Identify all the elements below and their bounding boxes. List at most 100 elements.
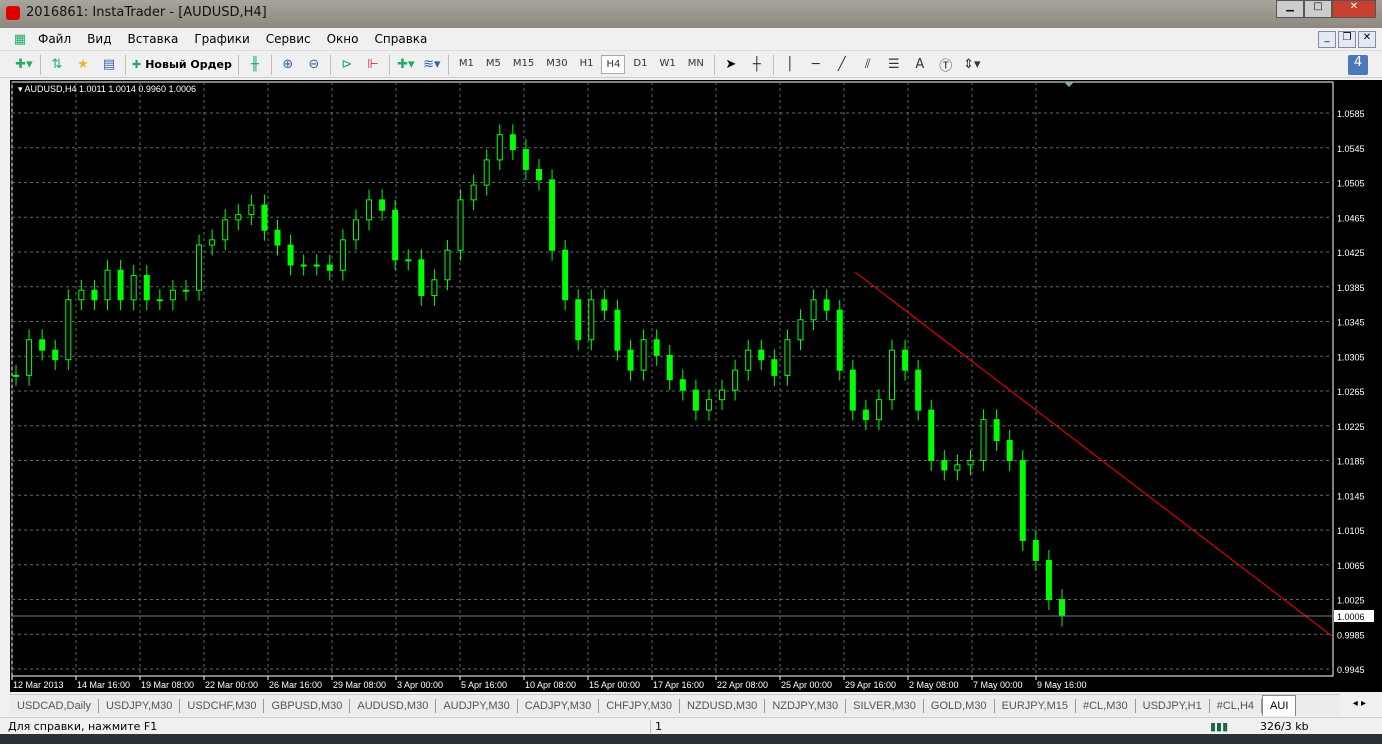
candle-body <box>1059 599 1065 617</box>
timeframe-m5-button[interactable]: M5 <box>485 58 501 69</box>
chart-tab[interactable]: USDCAD,Daily <box>10 698 99 713</box>
vertical-line-icon[interactable]: │ <box>785 57 794 72</box>
text-label-icon[interactable]: Ⓣ <box>939 59 953 74</box>
menu-item[interactable]: Графики <box>194 32 250 46</box>
candle-body <box>379 199 386 211</box>
chart-tab[interactable]: #CL,H4 <box>1210 698 1263 713</box>
timeframe-m1-button[interactable]: M1 <box>458 58 474 69</box>
candle-body <box>117 269 124 301</box>
candle-body <box>967 460 974 466</box>
timeframe-mn-button[interactable]: MN <box>687 58 704 69</box>
candle-body <box>339 239 346 271</box>
trendline-icon[interactable]: ╱ <box>837 57 846 72</box>
indicators-icon[interactable]: ✚▾ <box>397 57 415 72</box>
title-bar: 2016861: InstaTrader - [AUDUSD,H4] ▁ □ ✕ <box>0 0 1382 28</box>
horizontal-line-icon[interactable]: ─ <box>811 57 820 72</box>
new-chart-icon[interactable]: ✚▾ <box>15 57 33 72</box>
date-tick-label: 15 Apr 00:00 <box>589 680 640 690</box>
chart-tab[interactable]: USDJPY,M30 <box>99 698 181 713</box>
chart-tab[interactable]: CADJPY,M30 <box>518 698 600 713</box>
zoom-out-icon[interactable]: ⊖ <box>308 57 320 72</box>
candle-body <box>627 349 634 371</box>
menu-bar: ▦ Файл Вид Вставка Графики Сервис Окно Справка <box>0 28 1382 51</box>
menu-item[interactable]: Справка <box>374 32 428 46</box>
crosshair-icon[interactable]: ┼ <box>752 57 761 72</box>
candle-body <box>836 309 843 371</box>
menu-item[interactable]: Файл <box>38 32 72 46</box>
chart-tab[interactable]: GOLD,M30 <box>924 698 995 713</box>
terminal-icon[interactable]: ▤ <box>102 57 116 72</box>
templates-icon[interactable]: ≋▾ <box>423 57 441 72</box>
channel-icon[interactable]: ⫽ <box>864 57 871 72</box>
market-watch-icon[interactable]: ⇅ <box>51 57 63 72</box>
candle-body <box>235 214 242 221</box>
candle-body <box>65 299 72 361</box>
candle-body <box>902 349 909 371</box>
zoom-in-icon[interactable]: ⊕ <box>282 57 294 72</box>
navigator-icon[interactable]: ★ <box>77 57 89 72</box>
candle-body <box>575 299 582 341</box>
candle-body <box>889 349 896 401</box>
candle-body <box>431 279 438 296</box>
menu-item[interactable]: Сервис <box>265 32 311 46</box>
date-tick-label: 9 May 16:00 <box>1037 680 1087 690</box>
candle-body <box>692 389 699 411</box>
timeframe-m30-button[interactable]: M30 <box>546 58 568 69</box>
timeframe-m15-button[interactable]: M15 <box>512 58 535 69</box>
cursor-icon[interactable]: ➤ <box>725 57 737 72</box>
chart-shift-icon[interactable]: ⊩ <box>367 57 379 72</box>
chart-tab[interactable]: EURJPY,M15 <box>995 698 1076 713</box>
candle-body <box>1019 460 1026 541</box>
chart-tab[interactable]: SILVER,M30 <box>846 698 924 713</box>
timeframe-d1-button[interactable]: D1 <box>633 58 648 69</box>
chart-tab[interactable]: GBPUSD,M30 <box>264 698 351 713</box>
chart-tab[interactable]: AUDJPY,M30 <box>436 698 518 713</box>
candle-body <box>549 179 556 251</box>
chart-tab[interactable]: #CL,M30 <box>1076 698 1136 713</box>
status-bar: Для справки, нажмите F1 1 ▮▮▮ 326/3 kb <box>0 717 1382 734</box>
mdi-close-button[interactable]: ✕ <box>1358 31 1376 48</box>
price-tick-label: 1.0225 <box>1337 422 1365 432</box>
date-tick-label: 29 Mar 08:00 <box>333 680 386 690</box>
chart-tab[interactable]: USDJPY,H1 <box>1136 698 1210 713</box>
timeframe-h1-button[interactable]: H1 <box>579 58 594 69</box>
candlestick-icon[interactable]: ╫ <box>250 57 259 72</box>
tab-scroll-arrows[interactable]: ◂ ▸ <box>1352 698 1366 709</box>
chart-tab[interactable]: NZDUSD,M30 <box>680 698 766 713</box>
chart-window-icon[interactable]: ▦ <box>13 31 27 47</box>
text-icon[interactable]: A <box>915 57 925 72</box>
candle-body <box>666 354 673 381</box>
fibonacci-icon[interactable]: ☰ <box>887 57 900 72</box>
menu-item[interactable]: Вид <box>87 32 112 46</box>
help-text: Для справки, нажмите F1 <box>8 719 158 733</box>
candle-body <box>366 199 373 221</box>
price-tick-label: 1.0305 <box>1337 352 1365 362</box>
maximize-button[interactable]: □ <box>1304 0 1332 18</box>
notifications-badge[interactable]: 4 <box>1348 55 1368 75</box>
mdi-restore-button[interactable]: ❐ <box>1338 31 1356 48</box>
candle-body <box>849 369 856 411</box>
chart-tab[interactable]: AUDUSD,M30 <box>350 698 437 713</box>
close-button[interactable]: ✕ <box>1332 0 1376 18</box>
chart-tab[interactable]: CHFJPY,M30 <box>599 698 681 713</box>
chart-tab[interactable]: NZDJPY,M30 <box>765 698 847 713</box>
candle-body <box>640 339 647 371</box>
timeframe-h4-button[interactable]: H4 <box>601 55 626 74</box>
candle-body <box>823 299 830 311</box>
arrows-icon[interactable]: ⇕▾ <box>963 57 981 72</box>
autoscroll-icon[interactable]: ⊳ <box>341 57 353 72</box>
chart-tab[interactable]: USDCHF,M30 <box>180 698 265 713</box>
mdi-minimize-button[interactable]: _ <box>1318 31 1336 48</box>
chart-tab[interactable]: AUI <box>1262 695 1297 716</box>
timeframe-w1-button[interactable]: W1 <box>659 58 676 69</box>
candle-body <box>196 244 203 291</box>
candle-body <box>405 259 412 262</box>
menu-item[interactable]: Окно <box>326 32 359 46</box>
minimize-button[interactable]: ▁ <box>1276 0 1304 18</box>
profile-text: 1 <box>650 719 1210 733</box>
menu-item[interactable]: Вставка <box>127 32 179 46</box>
candle-body <box>26 339 33 376</box>
price-chart[interactable]: 1.0585 1.0545 1.0505 1.0465 1.0425 1.0385 1.03… <box>10 80 1382 692</box>
new-order-button[interactable]: ✚ Новый Ордер <box>132 58 232 71</box>
date-tick-label: 17 Apr 16:00 <box>653 680 704 690</box>
